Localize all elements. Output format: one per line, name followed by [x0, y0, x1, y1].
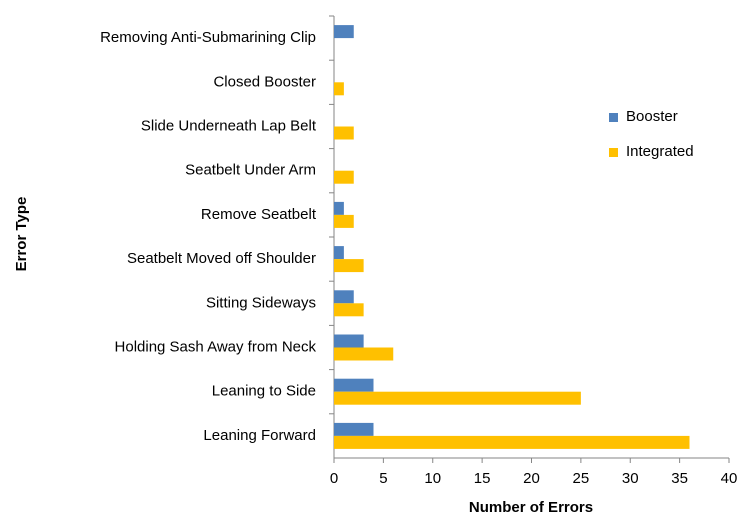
y-tick-label: Holding Sash Away from Neck	[115, 338, 317, 355]
bar	[334, 246, 344, 260]
bar	[334, 347, 394, 361]
y-tick-label: Leaning to Side	[212, 383, 316, 400]
y-tick-label: Seatbelt Moved off Shoulder	[127, 250, 316, 267]
x-tick-label: 25	[573, 470, 590, 487]
bar	[334, 303, 364, 317]
legend-swatch	[609, 113, 618, 122]
y-tick-label: Remove Seatbelt	[201, 206, 317, 223]
bar	[334, 391, 581, 405]
bar	[334, 378, 374, 392]
bar	[334, 334, 364, 348]
bar	[334, 25, 354, 39]
bar	[334, 170, 354, 184]
x-tick-label: 40	[721, 470, 738, 487]
bar	[334, 435, 690, 449]
y-tick-label: Seatbelt Under Arm	[185, 162, 316, 179]
bar	[334, 290, 354, 304]
y-tick-label: Slide Underneath Lap Belt	[141, 117, 317, 134]
bar	[334, 201, 344, 215]
x-tick-label: 30	[622, 470, 639, 487]
y-tick-label: Leaning Forward	[203, 427, 316, 444]
x-tick-label: 0	[330, 470, 338, 487]
x-axis-title: Number of Errors	[469, 499, 593, 516]
y-tick-label: Sitting Sideways	[206, 294, 316, 311]
bar	[334, 422, 374, 436]
bar	[334, 126, 354, 140]
y-tick-label: Closed Booster	[213, 73, 316, 90]
x-tick-label: 35	[671, 470, 688, 487]
x-tick-label: 20	[523, 470, 540, 487]
y-tick-label: Removing Anti-Submarining Clip	[100, 29, 316, 46]
bar	[334, 82, 344, 96]
y-axis-title: Error Type	[13, 197, 30, 272]
x-tick-label: 5	[379, 470, 387, 487]
legend-label: Integrated	[626, 143, 694, 160]
legend-swatch	[609, 148, 618, 157]
bar	[334, 214, 354, 228]
x-tick-label: 10	[424, 470, 441, 487]
x-tick-label: 15	[474, 470, 491, 487]
bar	[334, 259, 364, 273]
legend-label: Booster	[626, 108, 678, 125]
